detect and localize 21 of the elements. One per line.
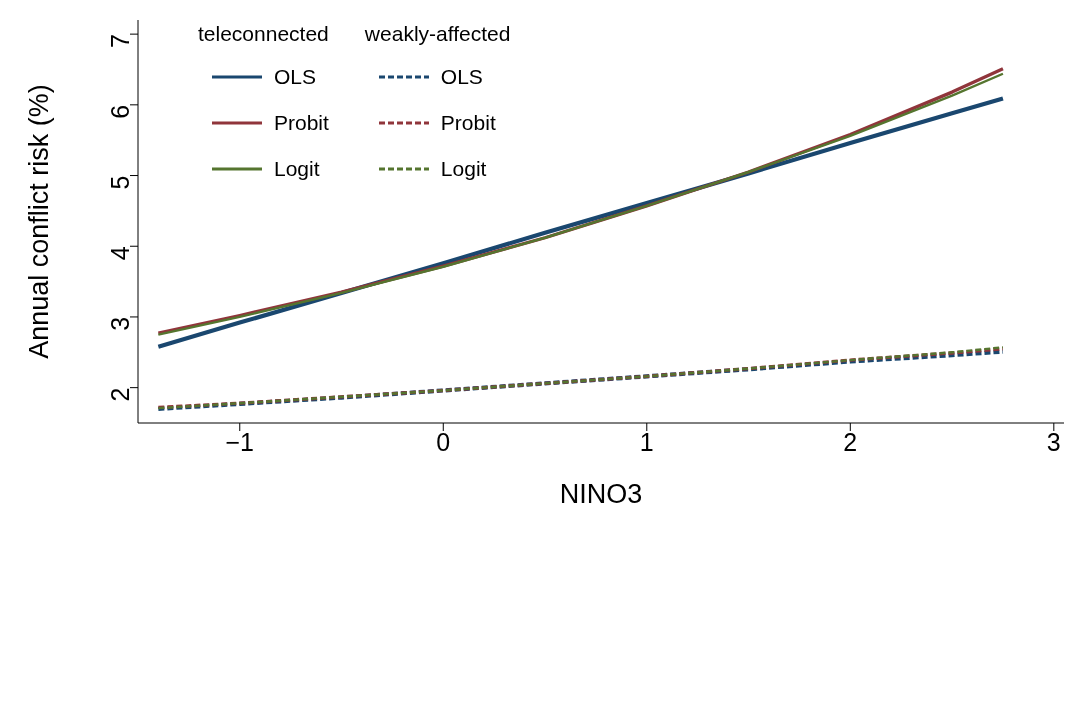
- x-tick-label: −1: [225, 427, 255, 456]
- annotation: weakly-affected: [364, 22, 511, 46]
- x-tick-label: 3: [1046, 427, 1061, 456]
- legend-label: OLS: [274, 65, 317, 89]
- y-tick-label: 4: [105, 246, 134, 261]
- x-tick-label: 2: [843, 427, 858, 456]
- legend-label: OLS: [440, 65, 483, 89]
- legend-label: Probit: [440, 111, 496, 135]
- legend-label: Logit: [274, 157, 320, 181]
- x-tick-label: 1: [639, 427, 654, 456]
- y-tick-label: 2: [105, 387, 134, 402]
- x-tick-label: 0: [436, 427, 451, 456]
- x-axis-title: NINO3: [559, 479, 643, 509]
- y-tick-label: 7: [105, 34, 134, 49]
- y-tick-label: 6: [105, 104, 134, 119]
- legend-label: Probit: [274, 111, 329, 135]
- y-tick-label: 5: [105, 175, 134, 190]
- y-axis-title: Annual conflict risk (%): [23, 84, 54, 359]
- legend-label: Logit: [440, 157, 487, 181]
- y-tick-label: 3: [105, 316, 134, 331]
- annotation: teleconnected: [198, 22, 329, 46]
